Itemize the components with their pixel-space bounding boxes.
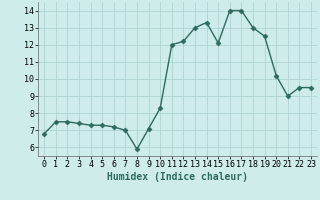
X-axis label: Humidex (Indice chaleur): Humidex (Indice chaleur) [107,172,248,182]
